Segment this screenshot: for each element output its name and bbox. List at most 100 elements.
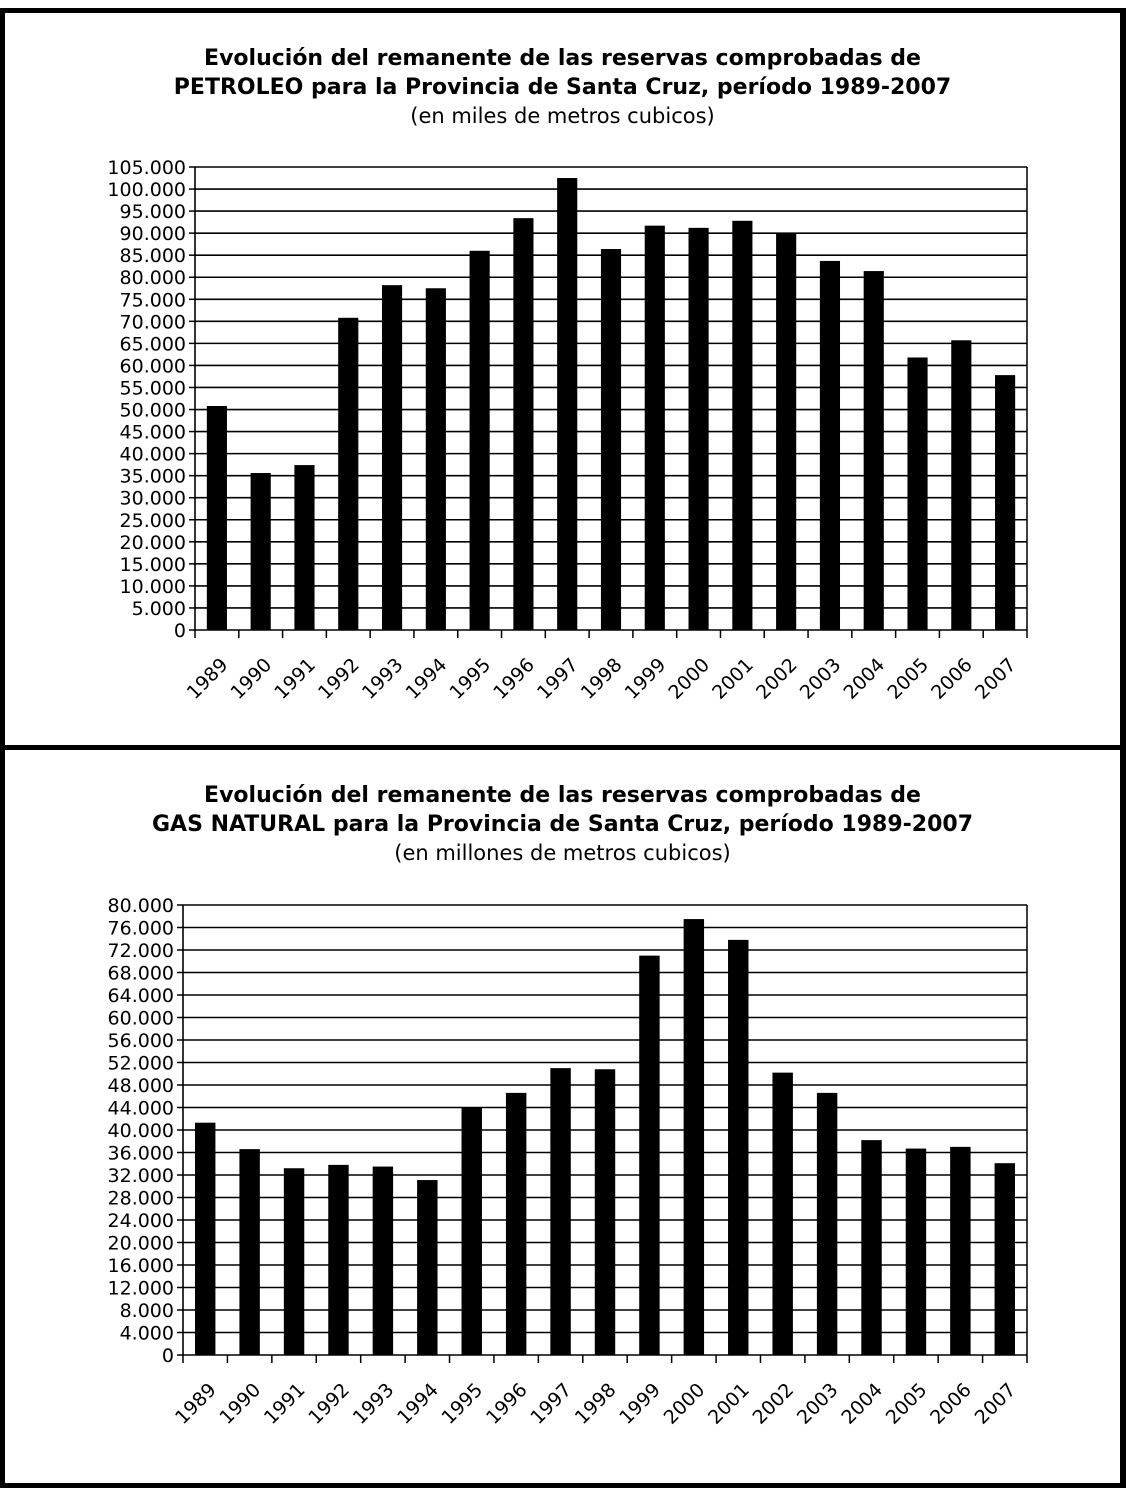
oil-bar-1992 [338, 317, 359, 630]
oil-ytick-label: 50.000 [120, 400, 186, 422]
gas-ytick-label: 52.000 [108, 1053, 174, 1075]
gas-bar-1996 [505, 1092, 527, 1355]
gas-xtick-label: 1993 [349, 1379, 399, 1429]
gas-xtick-label: 2006 [926, 1379, 976, 1429]
gas-bar-1992 [328, 1164, 349, 1355]
gas-ytick-label: 72.000 [108, 940, 174, 962]
oil-xtick-label: 1993 [358, 654, 408, 704]
oil-bar-1996 [513, 218, 534, 630]
oil-xtick-label: 2007 [971, 654, 1021, 704]
oil-xtick-label: 1994 [402, 654, 452, 704]
oil-chart-subtitle: (en miles de metros cubicos) [410, 104, 715, 128]
oil-xtick-label: 2004 [840, 654, 890, 704]
oil-bar-1990 [250, 473, 271, 630]
gas-bar-2004 [861, 1140, 882, 1355]
gas-ytick-label: 24.000 [108, 1210, 174, 1232]
oil-bar-2002 [776, 233, 797, 630]
oil-ytick-label: 75.000 [120, 289, 186, 311]
oil-chart-svg: 05.00010.00015.00020.00025.00030.00035.0… [107, 157, 1028, 704]
oil-xtick-label: 1990 [226, 654, 276, 704]
oil-chart-title-line2: PETROLEO para la Provincia de Santa Cruz… [173, 75, 952, 100]
oil-bar-2006 [951, 340, 972, 630]
gas-xtick-label: 1994 [393, 1379, 443, 1429]
oil-chart-panel: Evolución del remanente de las reservas … [5, 13, 1120, 745]
oil-bar-2003 [819, 260, 841, 630]
gas-ytick-label: 0 [162, 1345, 174, 1367]
gas-xtick-label: 1990 [215, 1379, 265, 1429]
oil-ytick-label: 0 [174, 620, 186, 642]
gas-ytick-label: 80.000 [108, 895, 174, 917]
oil-ytick-label: 95.000 [120, 201, 186, 223]
oil-ytick-label: 45.000 [120, 422, 186, 444]
gas-ytick-label: 4.000 [120, 1323, 174, 1345]
oil-bar-1991 [294, 465, 315, 630]
gas-bar-2003 [816, 1092, 838, 1355]
gas-chart-svg: 04.0008.00012.00016.00020.00024.00028.00… [108, 895, 1028, 1429]
gas-bar-1998 [594, 1069, 616, 1355]
gas-xtick-label: 1989 [171, 1379, 221, 1429]
oil-bar-1995 [469, 250, 490, 630]
gas-xtick-label: 2000 [660, 1379, 710, 1429]
oil-ytick-label: 105.000 [107, 157, 186, 179]
gas-xtick-label: 1999 [615, 1379, 665, 1429]
gas-bar-2002 [772, 1072, 793, 1355]
oil-xtick-label: 2002 [752, 654, 802, 704]
oil-ytick-label: 90.000 [120, 223, 186, 245]
gas-bar-2007 [994, 1163, 1016, 1355]
oil-ytick-label: 5.000 [132, 598, 186, 620]
gas-ytick-label: 28.000 [108, 1188, 174, 1210]
gas-ytick-label: 36.000 [108, 1143, 174, 1165]
gas-ytick-label: 60.000 [108, 1008, 174, 1030]
gas-xtick-label: 1991 [260, 1379, 310, 1429]
gas-ytick-label: 16.000 [108, 1255, 174, 1277]
gas-ytick-label: 44.000 [108, 1098, 174, 1120]
panel-divider [0, 745, 1126, 750]
oil-ytick-label: 60.000 [120, 355, 186, 377]
oil-bar-2007 [995, 375, 1016, 630]
gas-xtick-label: 2004 [837, 1379, 887, 1429]
oil-xtick-label: 2003 [796, 654, 846, 704]
gas-bar-2005 [905, 1148, 927, 1355]
oil-bar-2005 [907, 357, 928, 630]
gas-xtick-label: 2001 [704, 1379, 754, 1429]
gas-ytick-label: 64.000 [108, 985, 174, 1007]
oil-ytick-label: 25.000 [120, 510, 186, 532]
oil-xtick-label: 2006 [927, 654, 977, 704]
oil-xtick-label: 1992 [314, 654, 364, 704]
gas-ytick-label: 56.000 [108, 1030, 174, 1052]
oil-bar-1998 [600, 249, 622, 630]
oil-chart-title-line1: Evolución del remanente de las reservas … [204, 46, 921, 71]
gas-bar-1991 [283, 1168, 305, 1355]
oil-ytick-label: 65.000 [120, 333, 186, 355]
gas-bar-2001 [728, 939, 749, 1355]
gas-xtick-label: 2007 [971, 1379, 1021, 1429]
oil-bar-1993 [381, 285, 403, 630]
oil-xtick-label: 2001 [708, 654, 758, 704]
oil-ytick-label: 80.000 [120, 267, 186, 289]
gas-chart-subtitle: (en millones de metros cubicos) [394, 841, 731, 865]
oil-bar-1999 [644, 225, 665, 630]
oil-ytick-label: 30.000 [120, 488, 186, 510]
oil-ytick-label: 100.000 [107, 179, 186, 201]
gas-bar-1994 [417, 1180, 438, 1355]
gas-xtick-label: 1998 [571, 1379, 621, 1429]
gas-ytick-label: 68.000 [108, 963, 174, 985]
oil-xtick-label: 2005 [883, 654, 933, 704]
gas-xtick-label: 2002 [748, 1379, 798, 1429]
gas-bar-1993 [372, 1166, 394, 1355]
gas-bar-1995 [461, 1107, 482, 1355]
gas-xtick-label: 1992 [304, 1379, 354, 1429]
oil-xtick-label: 1996 [489, 654, 539, 704]
gas-ytick-label: 32.000 [108, 1165, 174, 1187]
oil-xtick-label: 1998 [577, 654, 627, 704]
gas-bar-1999 [639, 955, 660, 1355]
oil-bar-1997 [557, 178, 578, 630]
gas-bar-1989 [194, 1122, 216, 1355]
oil-xtick-label: 1997 [533, 654, 583, 704]
gas-xtick-label: 1996 [482, 1379, 532, 1429]
gas-ytick-label: 12.000 [108, 1278, 174, 1300]
oil-ytick-label: 35.000 [120, 466, 186, 488]
oil-ytick-label: 40.000 [120, 444, 186, 466]
oil-bar-1994 [425, 288, 446, 630]
gas-xtick-label: 1997 [526, 1379, 576, 1429]
